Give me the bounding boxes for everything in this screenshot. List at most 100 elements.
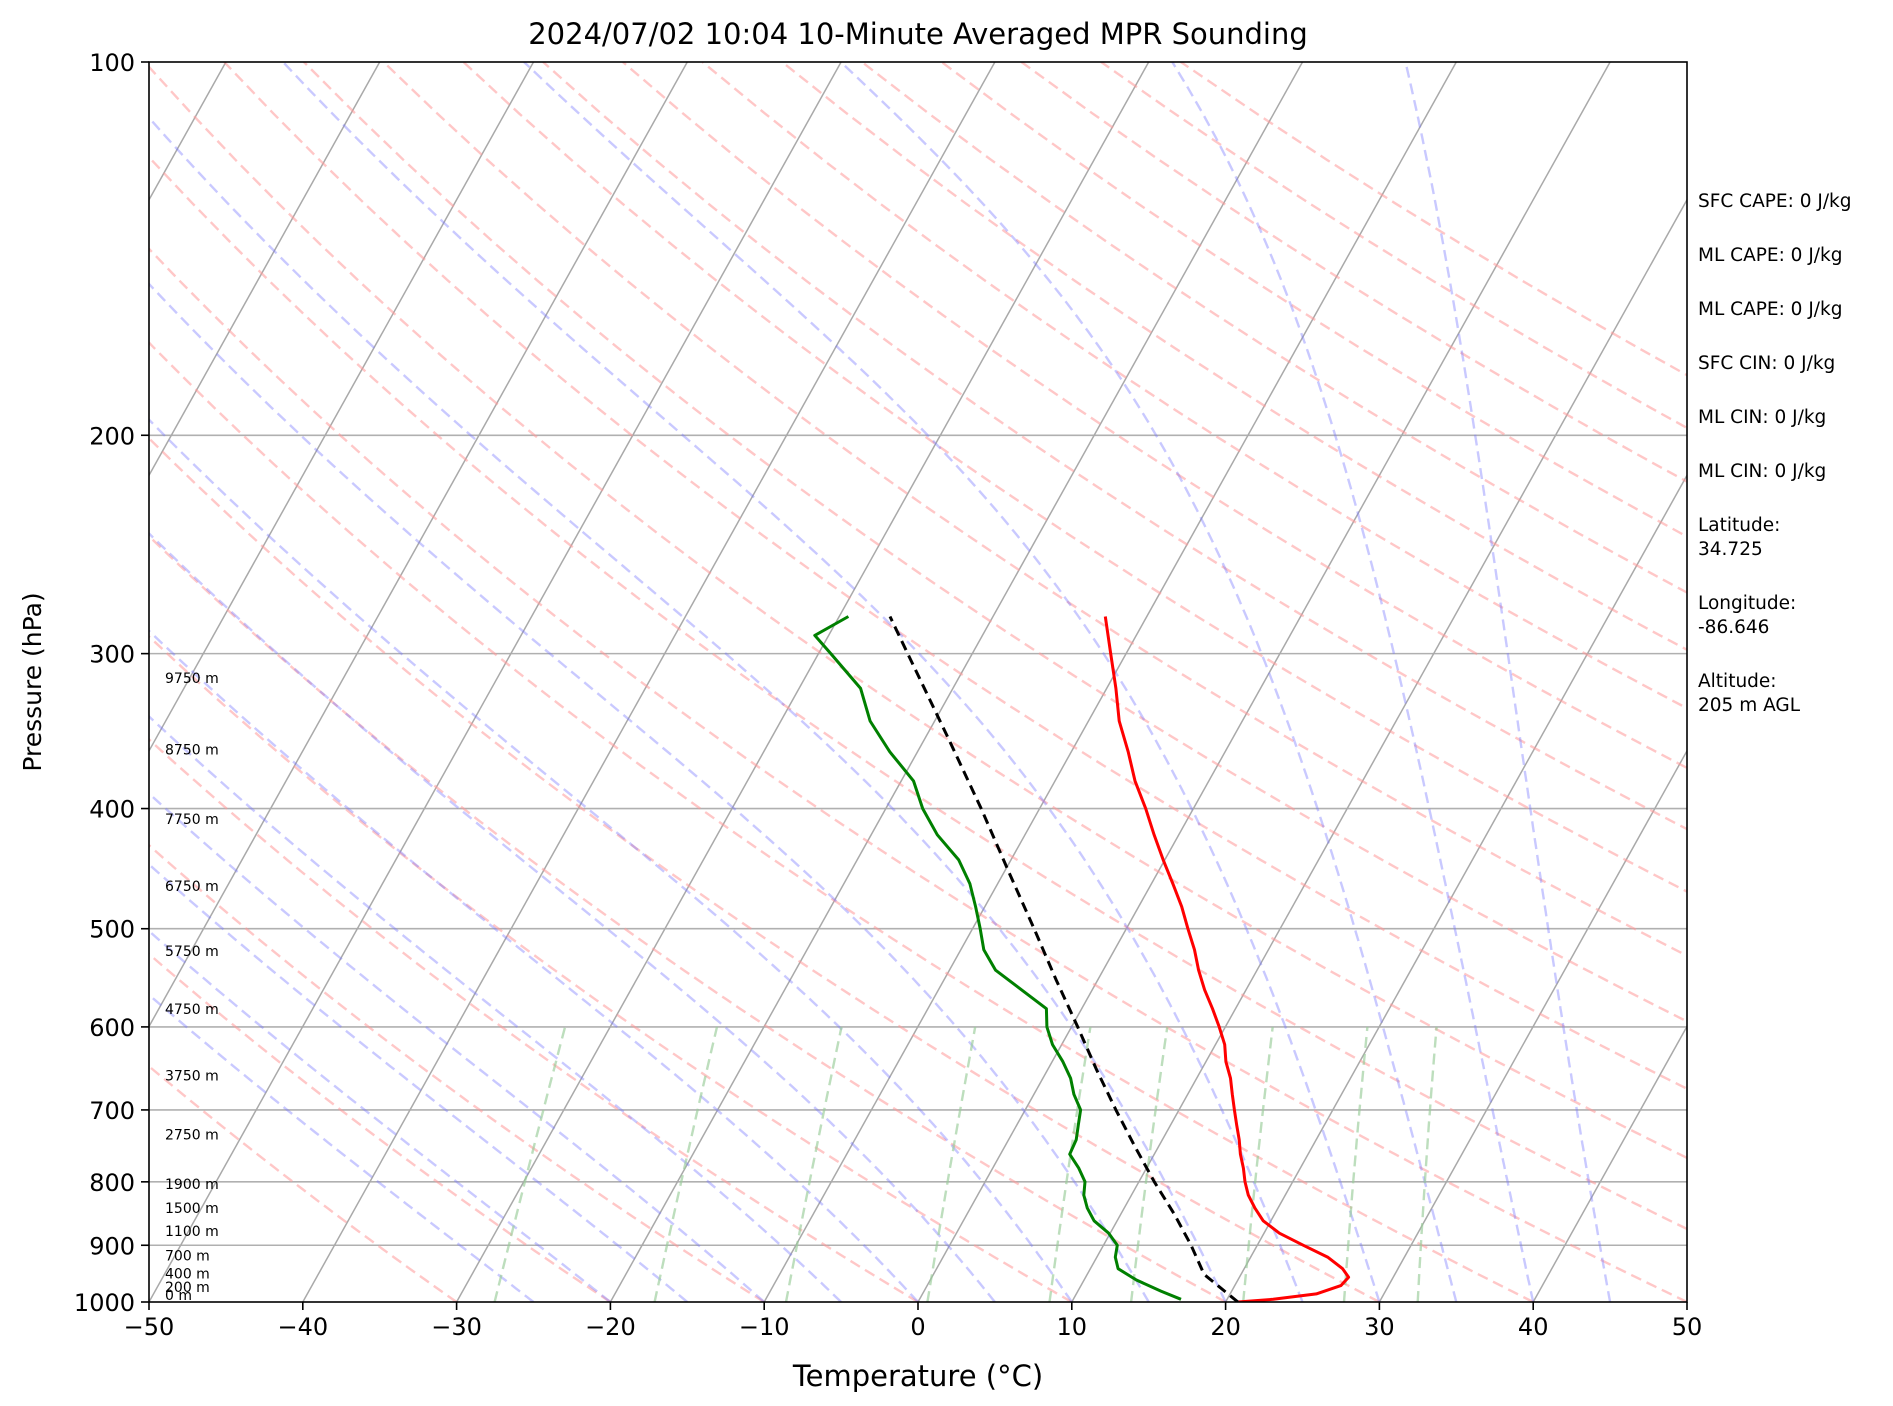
mixing-ratio-line (493, 1026, 567, 1302)
x-tick-label: 40 (1518, 1313, 1549, 1341)
x-tick-label: −40 (277, 1313, 328, 1341)
y-tick-label: 900 (89, 1232, 135, 1260)
moist-adiabat (149, 929, 612, 1302)
height-label: 7750 m (165, 812, 219, 828)
moist-adiabat (149, 417, 1073, 1302)
dry-adiabat (622, 62, 1687, 770)
info-latitude: Latitude: 34.725 (1698, 515, 1781, 560)
info-sfc-cape: SFC CAPE: 0 J/kg (1698, 191, 1852, 212)
isotherm-line (149, 62, 381, 477)
height-label: 8750 m (165, 742, 219, 758)
dry-adiabat (303, 62, 1687, 1023)
moist-adiabat (1171, 62, 1535, 1302)
mixing-ratio-line (1416, 1026, 1438, 1302)
x-tick-label: 10 (1057, 1313, 1088, 1341)
height-label: 400 m (165, 1267, 210, 1283)
moist-adiabat (149, 531, 996, 1302)
x-tick-label: 30 (1364, 1313, 1395, 1341)
y-tick-label: 1000 (74, 1289, 135, 1317)
dry-adiabat (861, 62, 1687, 594)
y-tick-label: 300 (89, 641, 135, 669)
isotherm-line (763, 62, 1457, 1302)
y-tick-label: 400 (89, 796, 135, 824)
x-tick-label: −50 (124, 1313, 175, 1341)
y-tick-label: 600 (89, 1014, 135, 1042)
height-label: 6750 m (165, 879, 219, 895)
x-tick-label: −10 (739, 1313, 790, 1341)
moist-adiabat (149, 862, 689, 1302)
dry-adiabat (149, 634, 1073, 1302)
dry-adiabat (382, 62, 1687, 958)
mixing-ratio-line (926, 1026, 977, 1302)
mixing-ratio-line (1342, 1026, 1369, 1302)
height-label: 1100 m (165, 1224, 219, 1240)
x-tick-label: 20 (1210, 1313, 1241, 1341)
moist-adiabat (149, 629, 919, 1302)
dry-adiabat (149, 436, 1380, 1302)
info-ml-cin: ML CIN: 0 J/kg (1698, 407, 1827, 428)
y-tick-label: 100 (89, 49, 135, 77)
y-tick-label: 700 (89, 1097, 135, 1125)
mixing-ratio-line (1242, 1026, 1274, 1302)
isotherm-line (1224, 473, 1687, 1302)
mixing-ratio-line (1048, 1026, 1092, 1302)
isotherm-line (149, 62, 688, 1028)
parcel-path-line (888, 615, 1239, 1302)
moist-adiabat (149, 993, 535, 1302)
height-label: 1900 m (165, 1177, 219, 1193)
dry-adiabat (149, 952, 612, 1302)
y-tick-label: 800 (89, 1169, 135, 1197)
mixing-ratio-line (784, 1026, 843, 1302)
dry-adiabat (149, 65, 1687, 1160)
info-ml-cape-2: ML CAPE: 0 J/kg (1698, 299, 1843, 320)
isotherm-line (302, 62, 996, 1302)
x-tick-label: −20 (585, 1313, 636, 1341)
sounding-info-panel: SFC CAPE: 0 J/kg ML CAPE: 0 J/kg ML CAPE… (1698, 190, 1888, 748)
x-axis-label: Temperature (°C) (792, 1359, 1043, 1393)
x-tick-label: −30 (431, 1313, 482, 1341)
dewpoint-line (813, 615, 1182, 1301)
y-axis-label: Pressure (hPa) (18, 592, 47, 771)
height-label: 9750 m (165, 671, 219, 687)
background-lines (149, 62, 1687, 1302)
x-tick-label: 0 (910, 1313, 925, 1341)
height-label: 1500 m (165, 1201, 219, 1217)
dry-adiabat (223, 62, 1687, 1091)
isotherm-line (917, 62, 1611, 1302)
isotherm-line (455, 62, 1150, 1302)
temperature-line (1103, 616, 1351, 1302)
info-ml-cin-2: ML CIN: 0 J/kg (1698, 461, 1827, 482)
height-label: 4750 m (165, 1002, 219, 1018)
height-label: 700 m (165, 1248, 210, 1264)
isotherm-line (1378, 749, 1687, 1302)
dry-adiabat (462, 62, 1687, 893)
dry-adiabat (149, 534, 1227, 1302)
moist-adiabat (149, 791, 766, 1302)
dry-adiabat (701, 62, 1687, 710)
isotherm-line (149, 62, 535, 753)
dry-adiabat (149, 155, 1687, 1231)
moist-adiabat (149, 282, 1150, 1302)
mixing-ratio-line (653, 1026, 719, 1302)
x-tick-label: 50 (1672, 1313, 1703, 1341)
dry-adiabat (149, 247, 1687, 1302)
moist-adiabat (149, 115, 1227, 1302)
info-longitude: Longitude: -86.646 (1698, 593, 1797, 638)
dry-adiabat (149, 340, 1534, 1302)
height-label: 5750 m (165, 944, 219, 960)
x-axis-ticks: −50 −40 −30 −20 −10 0 10 20 30 40 50 (124, 1302, 1703, 1341)
isotherm-line (1532, 1024, 1687, 1302)
info-altitude: Altitude: 205 m AGL (1698, 671, 1801, 716)
info-sfc-cin: SFC CIN: 0 J/kg (1698, 353, 1836, 374)
moist-adiabat (282, 62, 1304, 1302)
y-tick-label: 500 (89, 916, 135, 944)
height-label: 0 m (165, 1288, 192, 1304)
moist-adiabat (149, 714, 842, 1302)
height-label: 3750 m (165, 1068, 219, 1084)
chart-title: 2024/07/02 10:04 10-Minute Averaged MPR … (528, 17, 1308, 51)
moist-adiabat (839, 62, 1458, 1302)
sounding-series (813, 615, 1351, 1302)
y-tick-label: 200 (89, 422, 135, 450)
